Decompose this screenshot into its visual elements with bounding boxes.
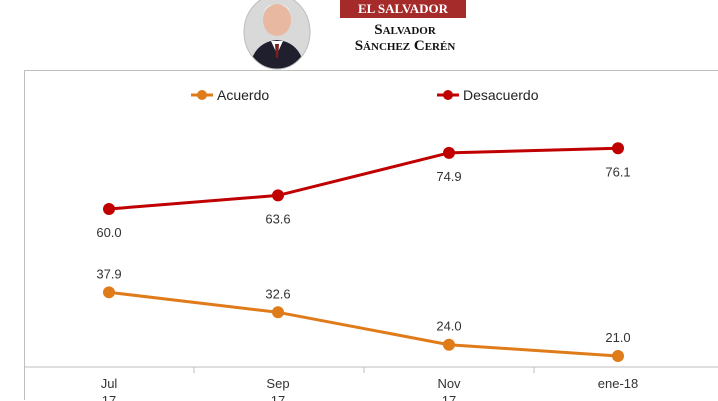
data-point xyxy=(103,203,115,215)
legend-label-desacuerdo: Desacuerdo xyxy=(463,87,539,103)
data-label: 60.0 xyxy=(96,225,121,240)
line-chart: Jul 17 Sep 17 Nov 17 ene-18 37.9 32.6 24.0 21.0 60.… xyxy=(25,87,718,401)
data-label: 24.0 xyxy=(436,319,461,334)
series-line-acuerdo xyxy=(108,290,619,358)
person-name-first-text: Salvador xyxy=(374,22,436,38)
legend-label-acuerdo: Acuerdo xyxy=(217,87,269,103)
person-name-last-text: Sánchez Cerén xyxy=(354,38,456,54)
data-label: 63.6 xyxy=(265,211,290,226)
data-label: 76.1 xyxy=(605,164,630,179)
data-label: 74.9 xyxy=(436,169,461,184)
data-point xyxy=(612,350,624,363)
x-tick-label: ene-18 xyxy=(598,376,638,391)
data-point xyxy=(612,142,624,155)
data-point xyxy=(443,338,455,351)
data-label: 21.0 xyxy=(605,330,630,345)
data-point xyxy=(272,189,284,202)
x-tick-label-line2: 17 xyxy=(442,393,456,401)
person-name-first: Salvador xyxy=(330,22,480,39)
data-label: 32.6 xyxy=(265,286,290,301)
x-tick-label: Jul xyxy=(101,376,118,391)
portrait-photo xyxy=(243,0,311,70)
data-point xyxy=(272,306,284,319)
legend-marker-desacuerdo xyxy=(443,90,453,100)
series-line-desacuerdo xyxy=(108,146,619,211)
data-label: 37.9 xyxy=(96,266,121,281)
person-name-last: Sánchez Cerén xyxy=(330,38,480,55)
data-point xyxy=(103,286,115,299)
legend-marker-acuerdo xyxy=(197,90,207,100)
x-tick-label-line2: 17 xyxy=(102,393,116,401)
data-point xyxy=(443,146,455,159)
x-tick-label: Sep xyxy=(266,376,289,391)
country-tag: EL SALVADOR xyxy=(340,0,466,18)
x-tick-label: Nov xyxy=(437,376,461,391)
chart-frame: Jul 17 Sep 17 Nov 17 ene-18 37.9 32.6 24.0 21.0 60.… xyxy=(24,70,718,401)
x-tick-label-line2: 17 xyxy=(271,393,285,401)
